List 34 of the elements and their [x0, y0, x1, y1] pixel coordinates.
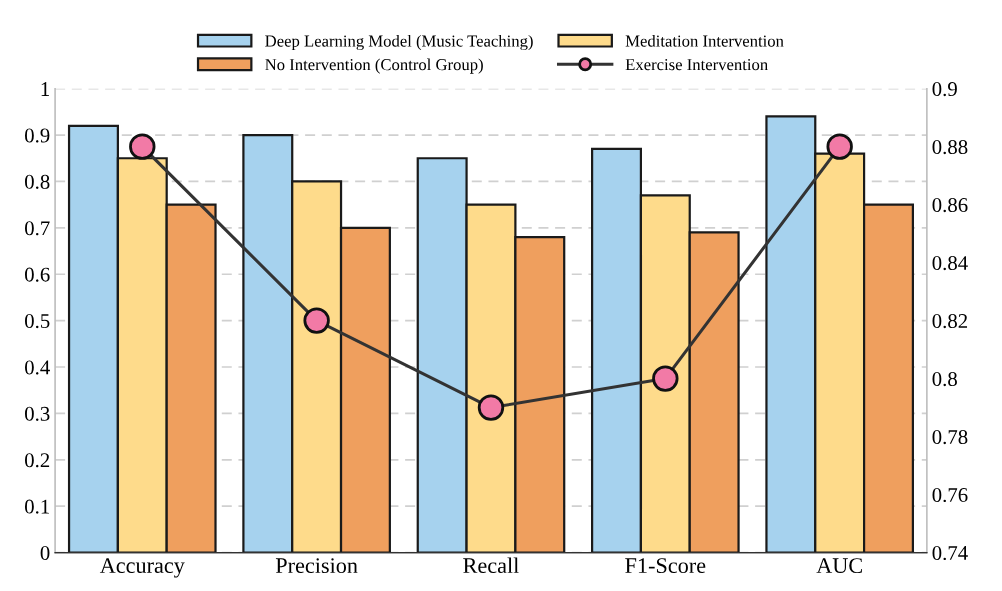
- y2-tick-label: 0.84: [932, 256, 968, 271]
- y2-tick-label: 0.76: [932, 487, 968, 503]
- y2-tick-label: 0.88: [932, 140, 968, 155]
- y2-tick-label: 0.8: [932, 371, 957, 387]
- x-tick-label: F1-Score: [625, 558, 706, 574]
- legend-label: Deep Learning Model (Music Teaching): [265, 34, 533, 51]
- y2-tick-label: 0.74: [932, 545, 968, 561]
- y-tick-label: 0: [40, 545, 50, 561]
- point: [129, 133, 156, 160]
- y-tick-label: 0.9: [25, 128, 50, 143]
- y2-tick-label: 0.86: [932, 198, 968, 213]
- y-tick-label: 1: [41, 82, 49, 96]
- point: [477, 394, 505, 421]
- y-tick-label: 0.8: [25, 174, 50, 189]
- y2-tick-label: 0.78: [932, 429, 968, 445]
- y-tick-label: 0.5: [25, 313, 50, 329]
- y-tick-label: 0.3: [25, 406, 50, 421]
- legend-label: No Intervention (Control Group): [265, 58, 483, 74]
- y-tick-label: 0.1: [25, 499, 49, 514]
- y2-tick-label: 0.82: [932, 313, 968, 329]
- legend-label: Exercise Intervention: [625, 59, 768, 71]
- x-tick-label: Recall: [463, 557, 519, 574]
- y-tick-label: 0.4: [25, 360, 50, 375]
- y-tick-label: 0.7: [25, 221, 50, 236]
- point: [826, 133, 853, 160]
- legend-label: Meditation Intervention: [625, 34, 784, 47]
- point: [652, 365, 679, 392]
- y-tick-label: 0.6: [25, 267, 50, 282]
- point: [303, 307, 330, 334]
- x-tick-label: Accuracy: [99, 558, 185, 578]
- x-tick-label: AUC: [816, 558, 862, 574]
- y-tick-label: 0.2: [25, 453, 50, 468]
- y2-tick-label: 0.9: [932, 82, 957, 97]
- x-tick-label: Precision: [275, 558, 358, 574]
